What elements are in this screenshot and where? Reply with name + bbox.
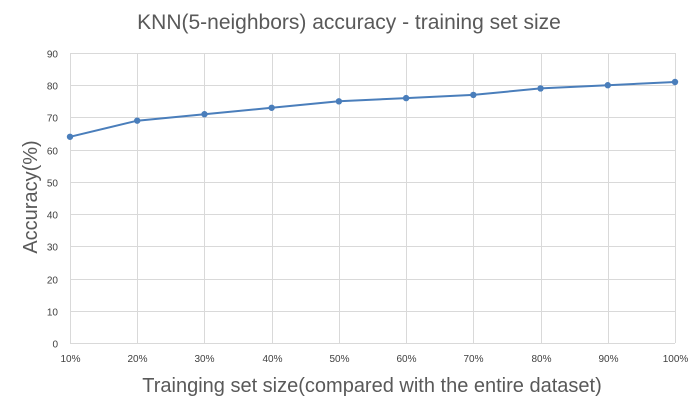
- y-tick-label: 0: [52, 340, 58, 351]
- x-tick-label: 100%: [663, 354, 689, 365]
- chart-title: KNN(5-neighbors) accuracy - training set…: [137, 11, 561, 34]
- y-tick-label: 60: [47, 147, 59, 158]
- series-line: [69, 81, 676, 138]
- x-axis-title: Trainging set size(compared with the ent…: [142, 375, 601, 397]
- y-tick-label: 80: [47, 82, 59, 93]
- x-tick-label: 80%: [531, 354, 551, 365]
- y-tick-label: 90: [47, 50, 59, 61]
- data-point: [671, 78, 679, 86]
- y-tick-label: 10: [47, 308, 59, 319]
- data-point: [201, 111, 208, 118]
- y-tick-label: 70: [47, 114, 59, 125]
- y-tick-label: 50: [47, 179, 59, 190]
- y-tick-label: 20: [47, 276, 59, 287]
- data-point: [66, 133, 74, 140]
- x-tick-label: 40%: [262, 354, 282, 365]
- x-tick-label: 70%: [463, 354, 483, 365]
- data-point: [268, 104, 275, 111]
- y-tick-label: 40: [47, 211, 59, 222]
- data-point: [335, 98, 343, 105]
- x-tick-label: 50%: [329, 354, 349, 365]
- data-point: [604, 82, 611, 89]
- tick-labels: 0 10 20 30 40 50 60 70 80 90 10% 20% 30% 40% 50% 60% 70%…: [47, 50, 689, 366]
- y-axis-title: Accuracy(%): [20, 140, 42, 253]
- data-point: [402, 94, 410, 102]
- x-tick-label: 30%: [194, 354, 214, 365]
- x-tick-label: 90%: [598, 354, 618, 365]
- y-tick-label: 30: [47, 243, 59, 254]
- x-tick-label: 20%: [127, 354, 147, 365]
- x-tick-label: 10%: [60, 354, 80, 365]
- data-point: [537, 85, 544, 92]
- gridlines: [70, 53, 676, 344]
- data-point: [134, 117, 141, 124]
- series-layer: [66, 78, 679, 140]
- data-point: [470, 91, 477, 99]
- x-tick-label: 60%: [396, 354, 416, 365]
